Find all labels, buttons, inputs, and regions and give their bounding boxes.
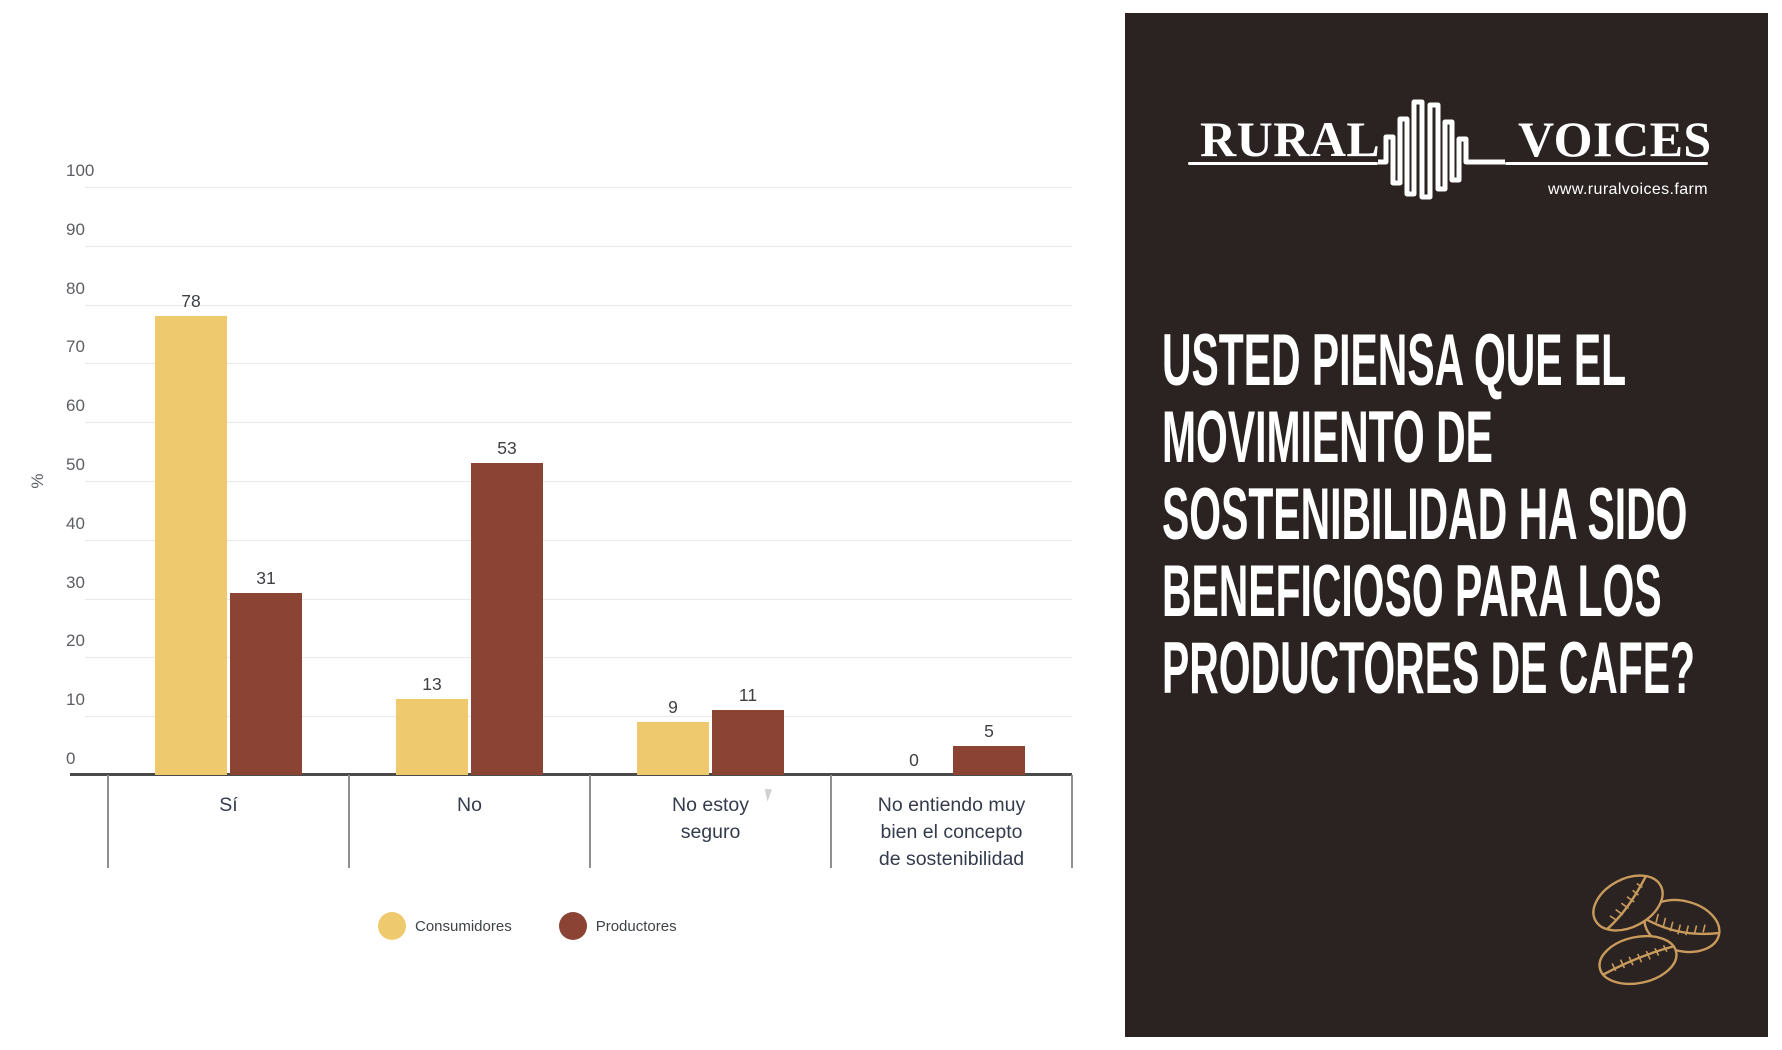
x-category-label-line: No estoy [672, 794, 749, 816]
x-category-label: No estoy seguro [601, 792, 821, 846]
logo-word-rural: RURAL [1200, 111, 1381, 167]
category-divider [348, 775, 350, 868]
bar-consumidores [396, 698, 468, 775]
bar-value-label: 5 [984, 720, 994, 741]
question-line: USTED PIENSA QUE EL [1162, 320, 1627, 401]
x-category-label-line: No entiendo muy [877, 794, 1026, 816]
y-gridline [85, 481, 1072, 482]
y-tick-label: 40 [66, 513, 85, 533]
category-divider [1071, 775, 1073, 868]
bar-value-label: 9 [668, 697, 678, 718]
x-category-label-line: bien el concepto [880, 821, 1023, 843]
y-axis-title: % [28, 473, 47, 489]
question-line: BENEFICIOSO PARA LOS [1162, 551, 1662, 632]
y-tick-label: 20 [66, 631, 85, 651]
y-tick-label: 80 [66, 278, 85, 298]
y-gridline [85, 422, 1072, 424]
legend-label-consumidores: Consumidores [415, 917, 512, 935]
logo-underline-left [1188, 162, 1378, 165]
category-divider [830, 775, 832, 868]
brand-panel: RURAL VOICES www.ruralvoices.farm USTED … [1125, 13, 1768, 1037]
legend-label-productores: Productores [595, 917, 677, 935]
x-category-label: No [360, 792, 580, 819]
y-tick-label: 60 [66, 396, 85, 416]
question-line: MOVIMIENTO DE [1162, 397, 1493, 478]
x-category-label-line: seguro [680, 821, 741, 843]
y-gridline [85, 363, 1072, 365]
category-divider [107, 775, 109, 868]
bar-productores [471, 463, 543, 775]
y-tick-label: 0 [66, 749, 76, 768]
bar-value-label: 11 [738, 685, 758, 706]
bar-value-label: 0 [909, 750, 919, 770]
bar-productores [953, 745, 1025, 775]
mouse-cursor [764, 787, 775, 802]
survey-question: USTED PIENSA QUE EL MOVIMIENTO DE SOSTEN… [1162, 322, 1762, 707]
bar-value-label: 53 [497, 438, 517, 459]
legend-swatch-productores [558, 912, 587, 940]
bar-value-label: 78 [181, 291, 201, 312]
question-line: SOSTENIBILIDAD HA SIDO [1162, 474, 1688, 555]
category-divider [589, 775, 591, 868]
y-tick-label: 30 [66, 572, 85, 592]
logo-underline-right [1505, 162, 1708, 165]
question-line: PRODUCTORES DE CAFE? [1162, 628, 1695, 709]
x-category-label-line: No [457, 794, 482, 816]
y-gridline [85, 245, 1072, 247]
coffee-beans-illustration [1592, 874, 1721, 986]
legend-swatch-consumidores [378, 912, 406, 940]
x-category-label: No entiendo muy bien el concepto de sosten… [842, 792, 1062, 873]
y-tick-label: 50 [66, 455, 85, 474]
bar-productores [712, 710, 784, 775]
y-gridline [85, 716, 1072, 718]
logo-word-voices: VOICES [1518, 111, 1712, 167]
rural-voices-logo: RURAL VOICES www.ruralvoices.farm [1125, 13, 1768, 233]
bar-value-label: 31 [256, 567, 276, 588]
bar-consumidores [637, 722, 709, 775]
x-category-label: Sí [119, 792, 339, 819]
x-category-label-line: Sí [219, 794, 238, 816]
y-tick-label: 90 [66, 219, 85, 239]
y-gridline [85, 304, 1072, 306]
y-tick-label: 10 [66, 690, 85, 710]
y-tick-label: 100 [66, 161, 95, 180]
y-gridline [85, 657, 1072, 659]
y-gridline [85, 598, 1072, 600]
logo-website: www.ruralvoices.farm [1547, 181, 1708, 198]
x-category-label-line: de sostenibilidad [878, 848, 1025, 870]
bar-value-label: 13 [422, 673, 442, 694]
chart-legend: Consumidores Productores [378, 912, 724, 940]
y-tick-label: 70 [66, 337, 85, 357]
bar-productores [230, 592, 302, 775]
x-axis-line [70, 773, 1072, 776]
bar-consumidores [155, 316, 227, 775]
y-gridline [85, 539, 1072, 541]
survey-bar-chart: % 0 10 20 30 40 50 60 70 80 90 100 78 31 Sí 13 53 No 9 11 N… [28, 161, 1073, 940]
y-gridline [85, 187, 1072, 188]
soundwave-icon [1378, 99, 1505, 200]
